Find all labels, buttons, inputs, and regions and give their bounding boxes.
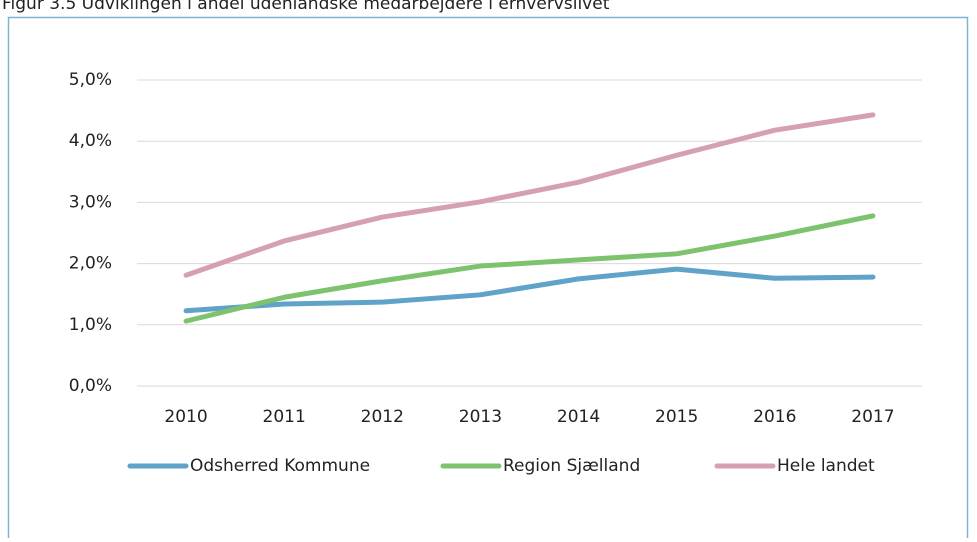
- y-tick-label: 2,0%: [69, 254, 112, 274]
- x-tick-label: 2013: [459, 407, 502, 427]
- x-tick-label: 2012: [361, 407, 404, 427]
- y-tick-label: 1,0%: [69, 315, 112, 335]
- x-tick-label: 2011: [263, 407, 306, 427]
- series-line: [183, 266, 876, 314]
- x-tick-label: 2017: [851, 407, 894, 427]
- series-line: [183, 112, 876, 278]
- y-tick-label: 3,0%: [69, 192, 112, 212]
- legend-label: Region Sjælland: [503, 456, 640, 476]
- x-tick-label: 2016: [753, 407, 796, 427]
- y-tick-label: 5,0%: [69, 70, 112, 90]
- legend-label: Odsherred Kommune: [190, 456, 370, 476]
- y-tick-label: 0,0%: [69, 376, 112, 396]
- chart-title: Figur 3.5 Udviklingen i andel udenlandsk…: [2, 0, 610, 14]
- legend-label: Hele landet: [777, 456, 875, 476]
- x-tick-label: 2014: [557, 407, 600, 427]
- x-tick-label: 2010: [164, 407, 207, 427]
- y-tick-label: 4,0%: [69, 131, 112, 151]
- series-line: [183, 213, 876, 324]
- chart-frame: [7, 16, 969, 542]
- x-tick-label: 2015: [655, 407, 698, 427]
